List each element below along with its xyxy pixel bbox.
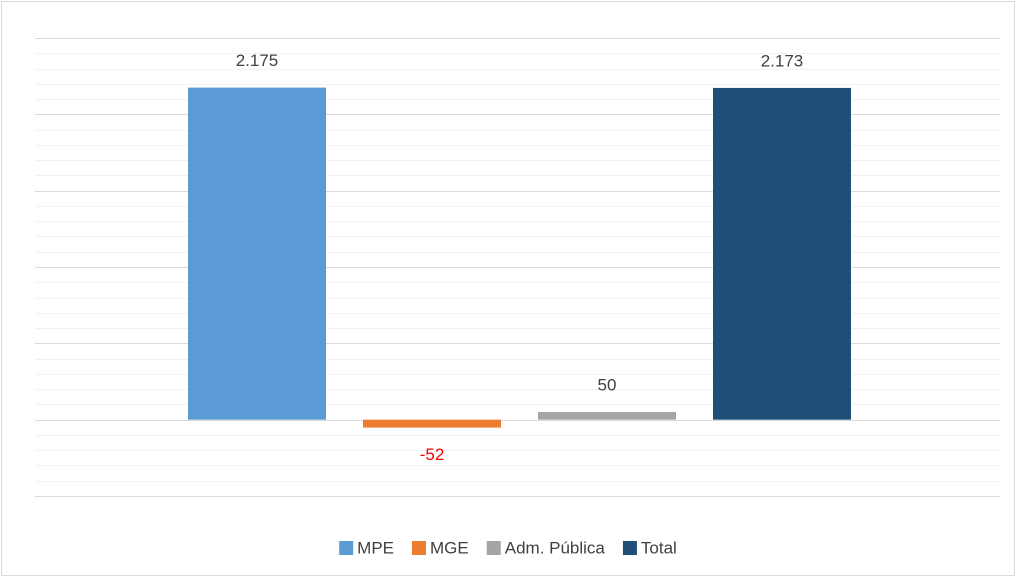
legend-label: Adm. Pública	[505, 538, 606, 557]
bar	[188, 87, 326, 420]
data-label: 2.173	[761, 51, 804, 70]
legend-swatch	[339, 541, 354, 555]
data-label: 2.175	[236, 51, 279, 70]
data-label: 50	[598, 376, 617, 395]
legend-swatch	[486, 541, 501, 555]
legend-swatch	[412, 541, 427, 555]
legend-label: Total	[641, 538, 677, 557]
legend-label: MGE	[430, 538, 469, 557]
bar	[363, 419, 501, 428]
legend-swatch	[622, 541, 637, 555]
data-label: -52	[420, 445, 445, 464]
bar	[713, 87, 851, 420]
legend-label: MPE	[357, 538, 394, 557]
bar	[538, 412, 676, 420]
